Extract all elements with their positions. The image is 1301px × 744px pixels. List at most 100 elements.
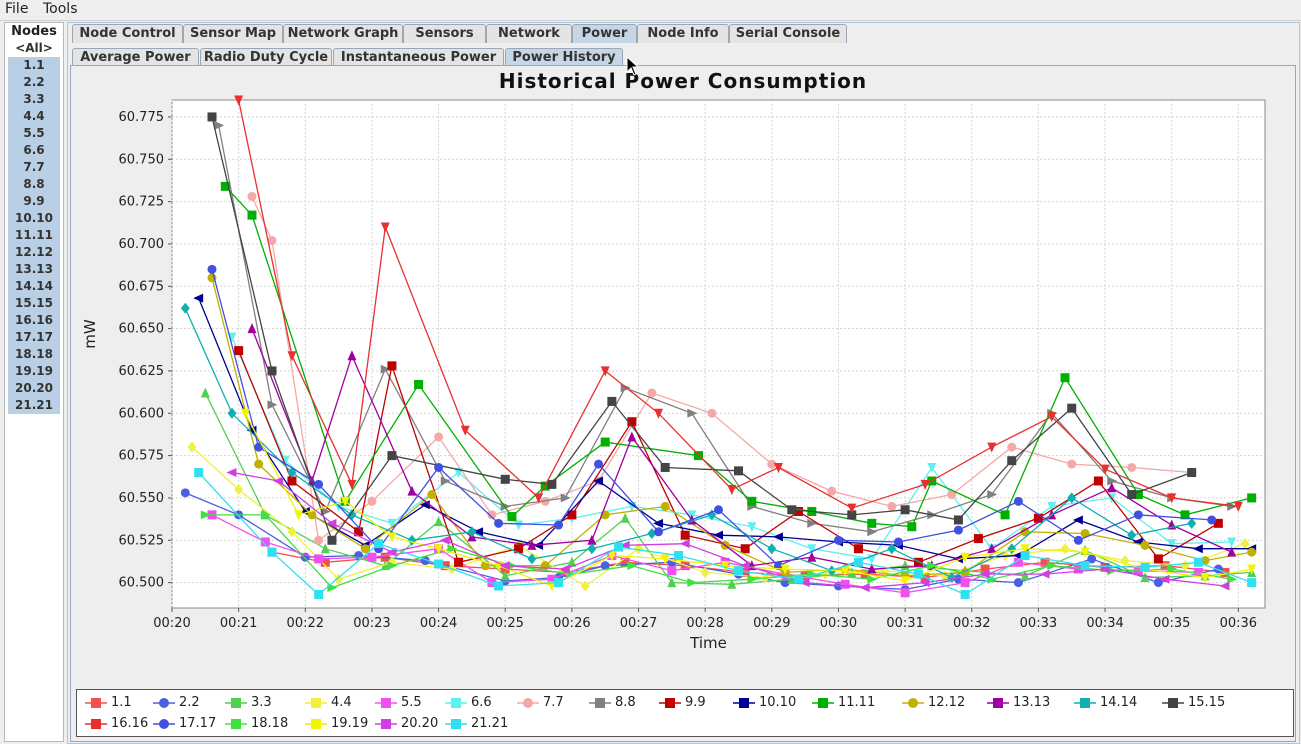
tab-sensor-map[interactable]: Sensor Map xyxy=(183,24,283,43)
data-point-13.13 xyxy=(867,563,877,574)
data-point-14.14 xyxy=(467,526,477,538)
node-item[interactable]: 12.12 xyxy=(8,244,60,261)
data-point-7.7 xyxy=(267,236,277,246)
data-point-21.21 xyxy=(1140,562,1150,572)
y-tick-label: 60.775 xyxy=(119,110,165,125)
data-point-7.7 xyxy=(647,388,657,398)
tab-node-info[interactable]: Node Info xyxy=(637,24,729,43)
legend-swatch xyxy=(659,697,681,708)
data-point-9.9 xyxy=(680,530,690,540)
node-item[interactable]: 5.5 xyxy=(8,125,60,142)
data-point-15.15 xyxy=(787,505,797,515)
node-item-all[interactable]: <All> xyxy=(8,40,60,57)
data-point-21.21 xyxy=(960,589,970,599)
data-point-12.12 xyxy=(1140,540,1150,550)
legend-item: 11.11 xyxy=(812,695,875,710)
data-point-21.21 xyxy=(434,559,444,569)
tools-menu-label: Tools xyxy=(43,1,78,17)
data-point-21.21 xyxy=(913,569,923,579)
node-item[interactable]: 10.10 xyxy=(8,210,60,227)
data-point-16.16 xyxy=(920,479,930,490)
data-point-11.11 xyxy=(220,181,230,191)
subtab-instantaneous-power[interactable]: Instantaneous Power xyxy=(333,48,504,67)
data-point-3.3 xyxy=(667,577,677,588)
data-point-11.11 xyxy=(247,210,257,220)
node-item[interactable]: 11.11 xyxy=(8,227,60,244)
data-point-9.9 xyxy=(1033,513,1043,523)
data-point-9.9 xyxy=(973,534,983,544)
node-item[interactable]: 19.19 xyxy=(8,363,60,380)
data-point-17.17 xyxy=(714,505,723,515)
data-point-17.17 xyxy=(207,264,217,274)
data-point-21.21 xyxy=(1020,551,1030,561)
y-axis-label: mW xyxy=(81,319,99,349)
node-item[interactable]: 14.14 xyxy=(8,278,60,295)
x-tick-label: 00:34 xyxy=(1086,616,1123,631)
menu-bar: File Tools xyxy=(0,0,1301,21)
node-item[interactable]: 7.7 xyxy=(8,159,60,176)
legend-label: 16.16 xyxy=(111,716,149,731)
node-item[interactable]: 1.1 xyxy=(8,57,60,74)
node-item[interactable]: 20.20 xyxy=(8,380,60,397)
y-tick-label: 60.550 xyxy=(119,491,165,506)
data-point-2.2 xyxy=(1013,578,1023,588)
file-menu[interactable]: File xyxy=(5,1,28,17)
data-point-11.11 xyxy=(507,512,517,522)
main-panel: Node Control Sensor Map Network Graph Senso… xyxy=(67,22,1300,744)
data-point-19.19 xyxy=(960,552,970,563)
data-point-20.20 xyxy=(439,535,450,545)
data-point-18.18 xyxy=(987,574,998,584)
node-item[interactable]: 3.3 xyxy=(8,91,60,108)
subtab-average-power[interactable]: Average Power xyxy=(72,48,199,67)
data-point-1.1 xyxy=(980,564,990,574)
data-point-16.16 xyxy=(1047,412,1057,423)
legend-swatch xyxy=(225,718,247,729)
x-tick-label: 00:31 xyxy=(886,616,923,631)
data-point-10.10 xyxy=(713,530,723,540)
data-point-16.16 xyxy=(727,484,737,495)
data-point-18.18 xyxy=(1167,564,1178,574)
data-point-11.11 xyxy=(747,496,757,506)
legend-label: 1.1 xyxy=(111,695,132,710)
data-point-4.4 xyxy=(634,543,644,555)
data-point-18.18 xyxy=(627,561,638,571)
data-point-15.15 xyxy=(607,396,617,406)
tab-network-graph[interactable]: Network Graph xyxy=(283,24,403,43)
node-item[interactable]: 9.9 xyxy=(8,193,60,210)
legend-item: 9.9 xyxy=(659,695,706,710)
legend-label: 3.3 xyxy=(251,695,272,710)
node-item[interactable]: 6.6 xyxy=(8,142,60,159)
tab-serial-console[interactable]: Serial Console xyxy=(729,24,847,43)
data-point-18.18 xyxy=(1227,574,1238,584)
node-item[interactable]: 18.18 xyxy=(8,346,60,363)
data-point-20.20 xyxy=(1159,574,1170,584)
node-item[interactable]: 2.2 xyxy=(8,74,60,91)
data-point-16.16 xyxy=(287,351,297,362)
data-point-10.10 xyxy=(473,527,484,537)
tab-node-control[interactable]: Node Control xyxy=(72,24,183,43)
node-item[interactable]: 21.21 xyxy=(8,397,60,414)
tab-sensors[interactable]: Sensors xyxy=(403,24,486,43)
subtab-radio-duty-cycle[interactable]: Radio Duty Cycle xyxy=(200,48,332,67)
power-history-panel: Historical Power Consumption 60.500 60.52… xyxy=(70,65,1296,742)
data-point-2.2 xyxy=(600,561,610,571)
data-point-14.14 xyxy=(1127,529,1137,541)
nodes-title: Nodes xyxy=(11,24,57,39)
data-point-5.5 xyxy=(547,574,557,584)
node-list: <All> 1.1 2.2 3.3 4.4 5.5 6.6 7.7 8.8 9.9 10.10 11.… xyxy=(5,40,63,414)
node-item[interactable]: 8.8 xyxy=(8,176,60,193)
data-point-9.9 xyxy=(354,527,364,537)
node-item[interactable]: 15.15 xyxy=(8,295,60,312)
subtab-power-history[interactable]: Power History xyxy=(505,48,623,67)
tab-network[interactable]: Network xyxy=(486,24,572,43)
tab-power[interactable]: Power xyxy=(572,24,637,43)
node-item[interactable]: 17.17 xyxy=(8,329,60,346)
legend-item: 12.12 xyxy=(902,695,965,710)
data-point-12.12 xyxy=(254,459,264,469)
data-point-21.21 xyxy=(1193,557,1203,567)
data-point-16.16 xyxy=(987,442,997,453)
node-item[interactable]: 16.16 xyxy=(8,312,60,329)
tools-menu[interactable]: Tools xyxy=(43,1,78,17)
node-item[interactable]: 4.4 xyxy=(8,108,60,125)
node-item[interactable]: 13.13 xyxy=(8,261,60,278)
